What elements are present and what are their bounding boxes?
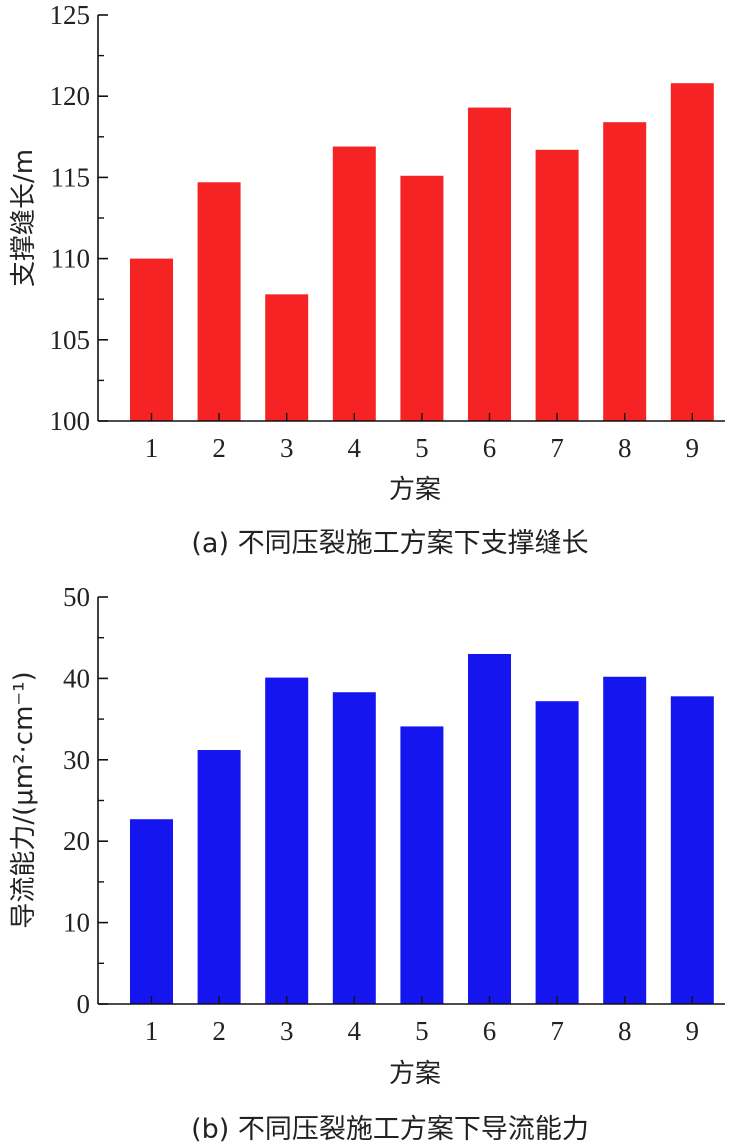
chart-a-bar-4 bbox=[332, 146, 376, 421]
chart-b-xtick-label: 4 bbox=[348, 1016, 362, 1046]
chart-a-caption: (a) 不同压裂施工方案下支撑缝长 bbox=[191, 528, 588, 559]
chart-b-xtick-label: 1 bbox=[145, 1016, 159, 1046]
chart-b-xtick-label: 2 bbox=[212, 1016, 226, 1046]
chart-b-xtick-label: 6 bbox=[483, 1016, 497, 1046]
chart-a-xtick-label: 8 bbox=[618, 433, 632, 463]
chart-b-ytick-label: 20 bbox=[63, 826, 90, 856]
chart-b-bar-2 bbox=[197, 750, 241, 1004]
chart-a-bar-2 bbox=[197, 182, 241, 421]
chart-a-ytick-label: 100 bbox=[50, 406, 91, 436]
chart-b-bar-8 bbox=[603, 676, 647, 1004]
chart-b-xtick-label: 9 bbox=[686, 1016, 700, 1046]
chart-a-xtick-label: 6 bbox=[483, 433, 497, 463]
chart-b-ytick-label: 40 bbox=[63, 663, 90, 693]
chart-b-bar-9 bbox=[670, 696, 714, 1004]
chart-a-bar-5 bbox=[400, 175, 444, 421]
chart-a-xtick-label: 3 bbox=[280, 433, 294, 463]
chart-a-bar-1 bbox=[130, 258, 173, 421]
chart-a-ytick-label: 110 bbox=[51, 244, 91, 274]
chart-b-xtick-label: 7 bbox=[550, 1016, 564, 1046]
chart-b-bar-3 bbox=[265, 677, 309, 1004]
chart-a-bar-6 bbox=[468, 107, 511, 422]
chart-b-bar-1 bbox=[130, 819, 173, 1004]
chart-b-xtick-label: 8 bbox=[618, 1016, 632, 1046]
chart-a-ytick-label: 125 bbox=[50, 0, 91, 30]
chart-a: 支撑缝长/m 方案 (a) 不同压裂施工方案下支撑缝长 100 105 110 115… bbox=[9, 0, 725, 559]
chart-b-bar-4 bbox=[332, 692, 376, 1004]
chart-a-xtick-label: 5 bbox=[415, 433, 429, 463]
chart-a-ytick-label: 115 bbox=[51, 162, 91, 192]
chart-b-ytick-label: 10 bbox=[63, 908, 90, 938]
chart-a-xtick-label: 7 bbox=[550, 433, 564, 463]
chart-b-xtick-label: 5 bbox=[415, 1016, 429, 1046]
chart-a-bar-3 bbox=[265, 294, 309, 421]
chart-b-ytick-label: 50 bbox=[63, 582, 90, 612]
chart-b-bar-6 bbox=[468, 653, 511, 1004]
chart-b-ylabel: 导流能力/(μm²·cm⁻¹) bbox=[9, 671, 39, 928]
chart-a-bar-8 bbox=[603, 122, 647, 422]
chart-a-xtick-label: 1 bbox=[145, 433, 159, 463]
chart-b-xtick-label: 3 bbox=[280, 1016, 294, 1046]
chart-b-bar-5 bbox=[400, 726, 444, 1004]
chart-a-ylabel: 支撑缝长/m bbox=[9, 149, 39, 287]
chart-a-bar-9 bbox=[670, 83, 714, 421]
chart-a-xtick-label: 2 bbox=[212, 433, 226, 463]
chart-a-ytick-label: 105 bbox=[50, 325, 91, 355]
chart-a-xtick-label: 4 bbox=[348, 433, 362, 463]
chart-b: 导流能力/(μm²·cm⁻¹) 方案 (b) 不同压裂施工方案下导流能力 0 10… bbox=[9, 582, 725, 1145]
chart-b-ytick-label: 30 bbox=[63, 745, 90, 775]
chart-a-xlabel: 方案 bbox=[389, 475, 441, 505]
chart-a-ytick-label: 120 bbox=[50, 81, 91, 111]
chart-b-ytick-label: 0 bbox=[77, 989, 91, 1019]
chart-a-bar-7 bbox=[535, 149, 579, 422]
chart-b-xlabel: 方案 bbox=[389, 1059, 441, 1089]
chart-b-caption: (b) 不同压裂施工方案下导流能力 bbox=[191, 1114, 589, 1145]
chart-b-bar-7 bbox=[535, 701, 579, 1004]
chart-a-xtick-label: 9 bbox=[686, 433, 700, 463]
